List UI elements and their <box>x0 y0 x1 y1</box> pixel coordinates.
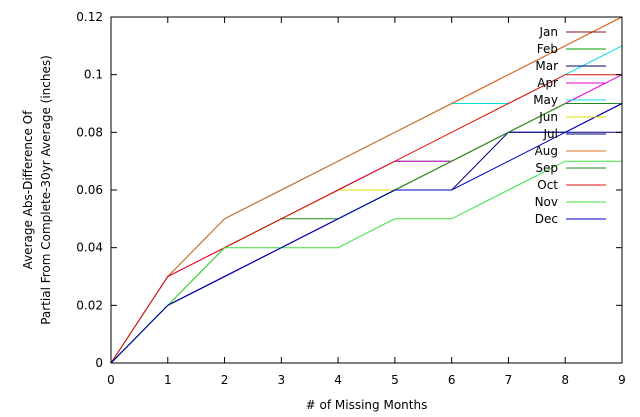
x-tick-label: 4 <box>334 373 342 387</box>
legend-label-jan: Jan <box>539 25 559 39</box>
y-tick-label: 0.1 <box>84 68 103 82</box>
legend-label-nov: Nov <box>535 195 558 209</box>
legend-label-feb: Feb <box>537 42 558 56</box>
y-tick-label: 0.12 <box>76 10 103 24</box>
x-axis-label: # of Missing Months <box>306 398 428 412</box>
legend-label-dec: Dec <box>535 212 558 226</box>
series-line-aug <box>110 16 623 364</box>
y-tick-label: 0 <box>95 356 103 370</box>
y-axis-label-line-1: Average Abs-Difference Of <box>21 110 35 270</box>
legend-label-jul: Jul <box>543 127 558 141</box>
x-tick-label: 8 <box>561 373 569 387</box>
x-tick-label: 3 <box>278 373 286 387</box>
y-tick-label: 0.02 <box>76 298 103 312</box>
y-tick-label: 0.04 <box>76 241 103 255</box>
series-line-nov <box>110 160 622 364</box>
series-line-oct <box>110 74 622 364</box>
legend-label-oct: Oct <box>537 178 558 192</box>
y-axis-label-line-2: Partial From Complete-30yr Average (inch… <box>39 55 53 325</box>
legend-label-jun: Jun <box>538 110 558 124</box>
y-tick-label: 0.08 <box>76 125 103 139</box>
x-tick-label: 1 <box>164 373 172 387</box>
series-line-dec <box>110 103 623 364</box>
x-tick-label: 5 <box>391 373 399 387</box>
y-tick-label: 0.06 <box>76 183 103 197</box>
x-tick-label: 7 <box>505 373 513 387</box>
x-tick-label: 0 <box>107 373 115 387</box>
legend: Jan Feb Mar Apr May Jun Jul Aug Sep Oct Nov Dec <box>533 25 606 226</box>
x-tick-label: 6 <box>448 373 456 387</box>
x-tick-label: 2 <box>221 373 229 387</box>
axis-ticks: 0 1 2 3 4 5 6 7 8 9 0 0.02 0.04 0.06 0.08 0.1 0.12 <box>76 10 626 387</box>
legend-label-mar: Mar <box>535 59 558 73</box>
legend-label-aug: Aug <box>535 144 558 158</box>
legend-label-apr: Apr <box>537 76 558 90</box>
legend-label-sep: Sep <box>535 161 558 175</box>
legend-label-may: May <box>533 93 558 107</box>
x-tick-label: 9 <box>618 373 626 387</box>
series-layer <box>110 16 623 364</box>
